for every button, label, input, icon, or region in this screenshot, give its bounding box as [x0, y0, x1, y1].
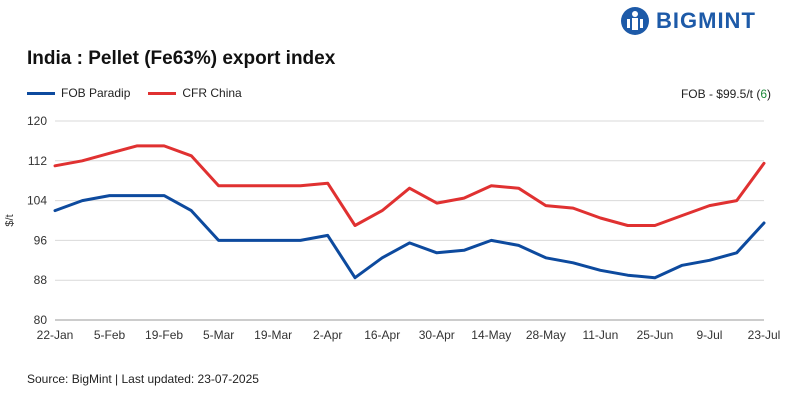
chart-title: India : Pellet (Fe63%) export index — [27, 48, 336, 69]
x-tick-label: 14-May — [471, 328, 511, 342]
legend-item-cfr: CFR China — [148, 86, 242, 100]
x-tick-label: 5-Mar — [203, 328, 234, 342]
x-tick-label: 30-Apr — [419, 328, 455, 342]
x-tick-label: 9-Jul — [696, 328, 722, 342]
source-note: Source: BigMint | Last updated: 23-07-20… — [27, 372, 259, 386]
x-tick-label: 16-Apr — [364, 328, 400, 342]
legend-label-cfr: CFR China — [182, 86, 242, 100]
legend-label-fob: FOB Paradip — [61, 86, 131, 100]
x-tick-label: 28-May — [526, 328, 566, 342]
x-tick-label: 19-Mar — [254, 328, 292, 342]
x-tick-label: 11-Jun — [582, 328, 618, 342]
x-tick-label: 23-Jul — [748, 328, 781, 342]
x-tick-label: 19-Feb — [145, 328, 183, 342]
series-line-cfr-china — [53, 144, 766, 227]
legend-item-fob: FOB Paradip — [27, 86, 130, 100]
y-axis-label: $/t — [4, 214, 16, 226]
series-line-fob-paradip — [53, 194, 766, 280]
legend-swatch-cfr — [148, 91, 177, 95]
x-tick-label: 25-Jun — [637, 328, 674, 342]
fob-price-note: FOB - $99.5/t (6) — [681, 87, 771, 101]
y-tick-label: 120 — [27, 114, 47, 128]
x-tick-label: 22-Jan — [37, 328, 74, 342]
y-tick-label: 96 — [34, 233, 48, 247]
y-tick-label: 88 — [34, 273, 48, 287]
y-tick-label: 112 — [28, 154, 47, 168]
legend-swatch-fob — [27, 91, 55, 95]
brand-logo: BIGMINT — [620, 6, 756, 36]
bigmint-logo-icon — [621, 7, 649, 35]
fob-note-change: 6 — [760, 87, 767, 101]
brand-name: BIGMINT — [656, 8, 756, 33]
chart-legend: FOB Paradip CFR China — [27, 86, 260, 100]
fob-note-prefix: FOB - $99.5/t ( — [680, 87, 761, 101]
x-tick-label: 5-Feb — [94, 328, 126, 342]
y-tick-label: 80 — [34, 313, 48, 327]
fob-note-suffix: ) — [767, 87, 771, 101]
x-tick-label: 2-Apr — [313, 328, 342, 342]
y-tick-label: 104 — [27, 194, 47, 208]
